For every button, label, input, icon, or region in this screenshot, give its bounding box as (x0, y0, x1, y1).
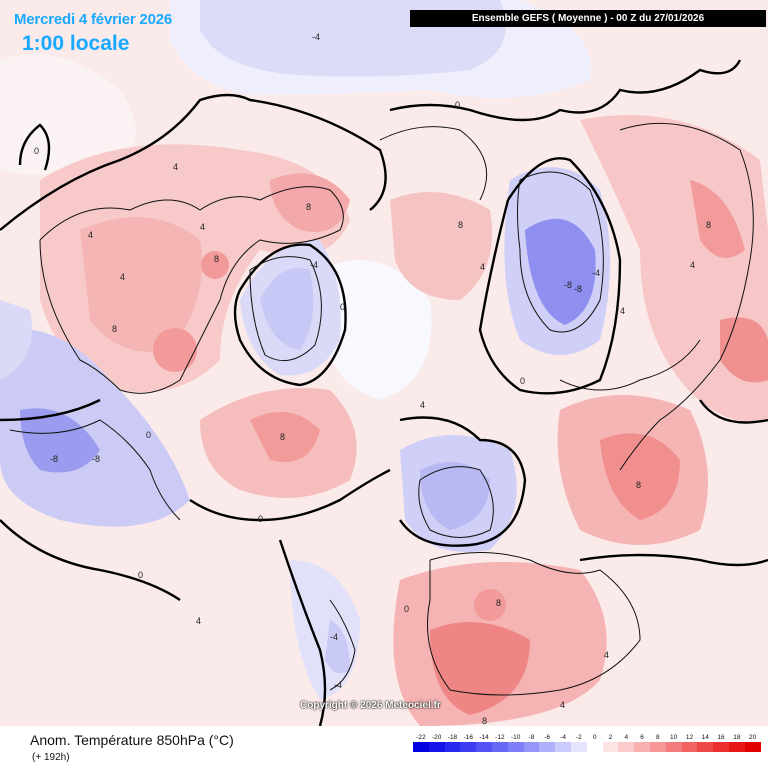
contour-label: 4 (560, 700, 565, 710)
legend-swatch (744, 742, 761, 752)
forecast-date: Mercredi 4 février 2026 (14, 11, 173, 28)
contour-label: -8 (564, 280, 572, 290)
legend-label: -16 (463, 734, 473, 741)
contour-label: 4 (120, 272, 125, 282)
model-run-banner: Ensemble GEFS ( Moyenne ) - 00 Z du 27/0… (410, 10, 766, 27)
contour-label: 0 (146, 430, 151, 440)
contour-label: 8 (706, 220, 711, 230)
contour-label: -8 (574, 284, 582, 294)
forecast-time: 1:00 locale (22, 32, 130, 55)
legend-swatch (649, 742, 666, 752)
legend-swatch (586, 742, 603, 752)
legend-swatch (460, 742, 477, 752)
legend-swatch (728, 742, 745, 752)
legend-label: -10 (510, 734, 521, 741)
contour-label: 8 (496, 598, 501, 608)
contour-label: 0 (34, 146, 39, 156)
legend-label: 8 (656, 734, 660, 741)
legend-swatch (539, 742, 556, 752)
legend-swatch (602, 742, 619, 752)
contour-label: -8 (92, 454, 100, 464)
contour-label: -4 (334, 680, 342, 690)
legend-swatch (507, 742, 524, 752)
contour-label: 4 (604, 650, 609, 660)
legend-label: -6 (544, 734, 551, 741)
footer: Anom. Température 850hPa (°C) (+ 192h) -… (0, 726, 768, 768)
legend-label: 18 (733, 734, 741, 741)
contour-label: 4 (173, 162, 178, 172)
contour-label: 0 (455, 100, 460, 110)
legend-label: -20 (431, 734, 442, 741)
legend-label: 20 (749, 734, 757, 741)
legend-labels: -22 -20 -18 -16 -14 -12 -10 -8 -6 -4 -2 0 2 4 6 8 10 12 14… (413, 734, 761, 741)
contour-label: 0 (520, 376, 525, 386)
legend-label: -8 (528, 734, 535, 741)
contour-label: 4 (480, 262, 485, 272)
legend-label: -14 (479, 734, 489, 741)
contour-label: 8 (458, 220, 463, 230)
contour-label: 0 (340, 302, 345, 312)
contour-label: 0 (258, 514, 263, 524)
legend-label: 4 (624, 734, 629, 741)
contour-labels: -8 -8 -8 -8 -4 -4 -4 -4 -4 0 0 0 0 0 0 0… (34, 32, 711, 726)
contour-label: 4 (200, 222, 205, 232)
legend-label: -2 (575, 734, 582, 741)
legend-label: 10 (670, 734, 678, 741)
legend-label: 0 (592, 734, 597, 741)
contour-label: -8 (50, 454, 58, 464)
legend-swatch (413, 742, 429, 752)
contour-label: 8 (214, 254, 219, 264)
copyright-label: Copyright © 2026 Meteociel.fr (300, 700, 441, 711)
contour-label: -4 (330, 632, 338, 642)
contour-label: 0 (138, 570, 143, 580)
legend-label: -18 (447, 734, 458, 741)
contour-label: 4 (196, 616, 201, 626)
legend-label: -12 (495, 734, 505, 741)
temperature-anomaly-map: -8 -8 -8 -8 -4 -4 -4 -4 -4 0 0 0 0 0 0 0… (0, 0, 768, 726)
legend-label: -22 (416, 734, 426, 741)
legend-swatch (697, 742, 714, 752)
contour-label: 8 (636, 480, 641, 490)
legend-swatch (570, 742, 587, 752)
legend-label: 12 (685, 734, 694, 741)
color-scale-legend: -22 -20 -18 -16 -14 -12 -10 -8 -6 -4 -2 0 2 4 6 8 10 12 14… (413, 734, 761, 752)
legend-swatch (634, 742, 650, 752)
legend-swatch (444, 742, 461, 752)
legend-swatch (618, 742, 635, 752)
contour-label: -4 (592, 268, 600, 278)
legend-swatch (491, 742, 508, 752)
legend-swatch (555, 742, 571, 752)
legend-swatch (523, 742, 540, 752)
legend-swatch (713, 742, 729, 752)
map-title: Anom. Température 850hPa (°C) (30, 732, 234, 748)
legend-color-bar (413, 742, 761, 752)
contour-label: 8 (482, 716, 487, 726)
legend-label: 6 (640, 734, 644, 741)
legend-swatch (428, 742, 445, 752)
contour-label: 4 (420, 400, 425, 410)
legend-label: 14 (701, 734, 709, 741)
contour-label: 4 (620, 306, 625, 316)
legend-swatch (476, 742, 492, 752)
legend-label: -4 (560, 734, 566, 741)
contour-label: 4 (690, 260, 695, 270)
legend-label: 16 (717, 734, 725, 741)
contour-label: 8 (280, 432, 285, 442)
legend-swatch (681, 742, 698, 752)
contour-label: -4 (312, 32, 320, 42)
contour-label: 4 (88, 230, 93, 240)
legend-swatch (665, 742, 682, 752)
contour-label: 8 (306, 202, 311, 212)
contour-label: 8 (112, 324, 117, 334)
legend-label: 2 (608, 734, 613, 741)
contour-label: -4 (310, 260, 318, 270)
contour-label: 0 (404, 604, 409, 614)
forecast-lead-time: (+ 192h) (32, 752, 70, 763)
